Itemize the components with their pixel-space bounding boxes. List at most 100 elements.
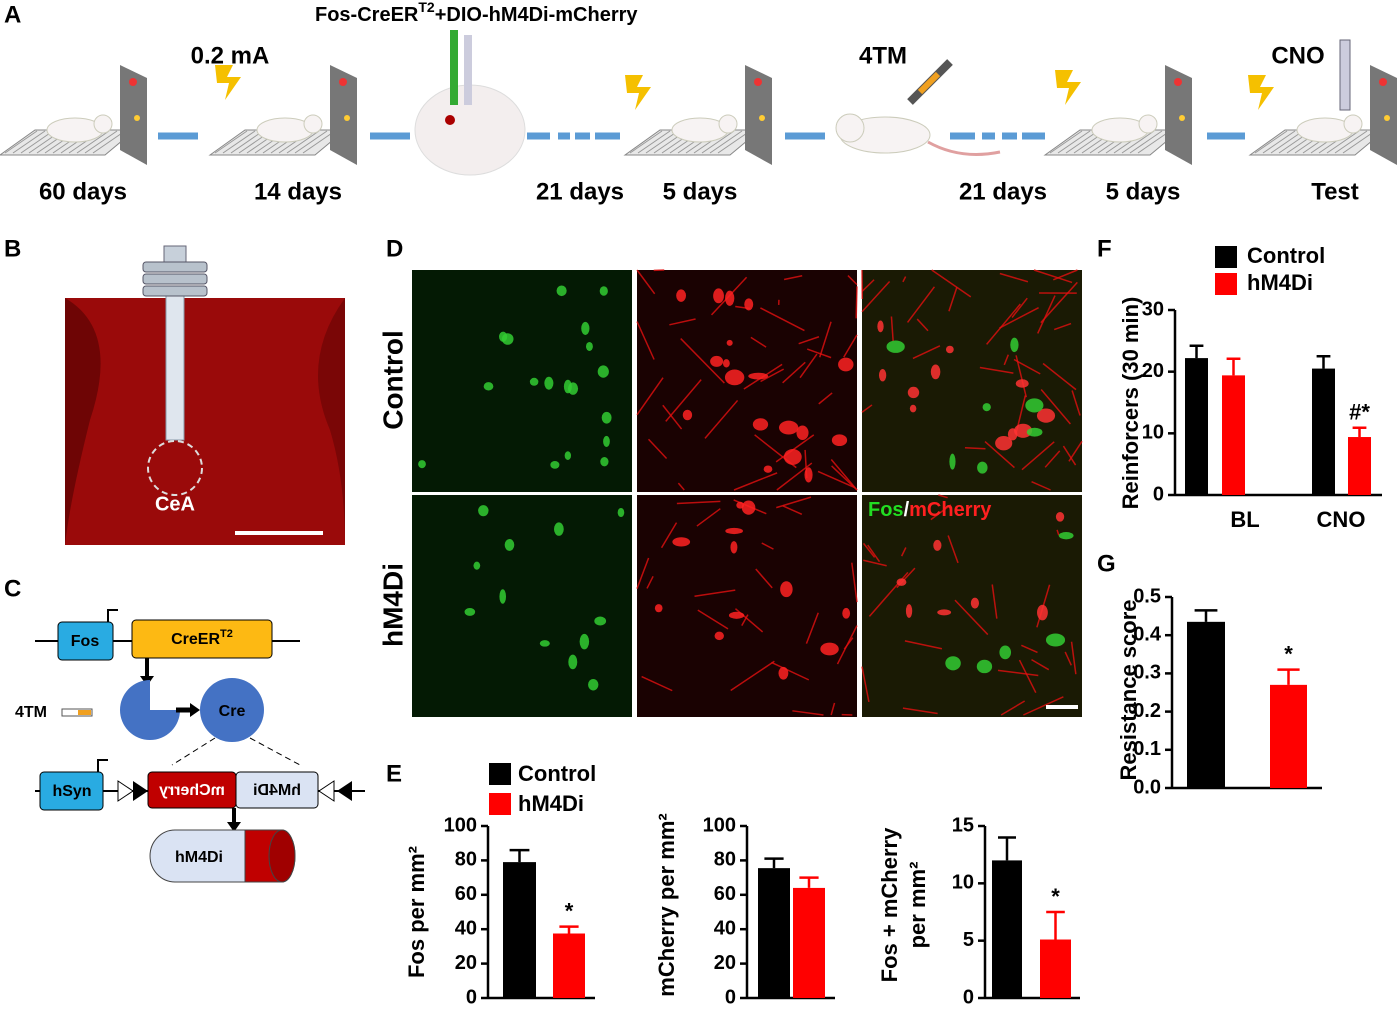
y-tick-label: 0.1	[1133, 738, 1161, 760]
timeline-label: 5 days	[663, 178, 738, 205]
neurite	[704, 399, 739, 439]
neurite	[1023, 696, 1064, 716]
cell	[599, 286, 608, 296]
cell	[886, 340, 905, 353]
cell	[1015, 379, 1029, 388]
overlay-part: Fos	[868, 499, 904, 521]
lightning	[625, 75, 651, 110]
mouse-head	[835, 113, 865, 143]
y-tick-label: 20	[714, 952, 736, 974]
promoter-box	[57, 621, 114, 661]
cell	[594, 616, 607, 626]
cell	[499, 589, 507, 604]
mouse-head	[93, 114, 113, 134]
grid-bar	[4, 130, 38, 154]
grid-bar	[645, 130, 679, 154]
chamber-wall	[120, 65, 147, 165]
neurite	[851, 562, 858, 603]
cell	[842, 607, 851, 619]
cell	[710, 355, 724, 367]
grid-bar	[76, 130, 110, 154]
neurite	[741, 614, 749, 627]
neurite	[900, 547, 907, 557]
y-tick-label: 0.3	[1133, 662, 1161, 684]
y-tick-label: 20	[1142, 360, 1164, 382]
cell	[778, 666, 789, 680]
neurite	[902, 707, 938, 715]
lever-light	[754, 78, 762, 86]
neurite	[902, 276, 907, 283]
cell	[418, 460, 426, 469]
neurite	[999, 272, 1029, 283]
construct-sup: T2	[418, 0, 435, 15]
y-tick-label: 0.4	[1133, 623, 1162, 645]
grid-bar	[1049, 130, 1083, 154]
mouse-head	[1138, 114, 1158, 134]
significance-label: #*	[1349, 400, 1370, 425]
cell	[1055, 511, 1065, 522]
tss-arrow	[97, 759, 108, 772]
cell	[945, 656, 961, 671]
neurite	[783, 274, 803, 281]
cell	[728, 611, 745, 619]
significance-label: *	[565, 898, 574, 923]
cell	[995, 436, 1013, 451]
cannula-disk	[142, 285, 208, 297]
panel-label: B	[4, 235, 21, 262]
cannula-disk	[142, 261, 208, 273]
panel-label: D	[386, 235, 403, 262]
error-bar	[509, 848, 530, 863]
cell	[672, 537, 691, 547]
grid-bar	[1254, 130, 1288, 154]
neurite	[1021, 644, 1038, 654]
neurite	[1071, 390, 1081, 416]
cell	[783, 448, 802, 465]
neurite	[947, 535, 959, 564]
neurite	[1053, 322, 1072, 331]
row-label: Control	[377, 330, 408, 430]
mouse-head	[718, 114, 738, 134]
gene-box	[235, 771, 319, 809]
region-outline	[147, 440, 203, 496]
error-bar	[559, 925, 579, 934]
lox-site	[133, 781, 148, 801]
neurite	[755, 568, 773, 589]
y-tick-label: 0	[963, 986, 974, 1008]
lever-light	[344, 115, 350, 121]
cell	[780, 581, 793, 598]
construct-part: +DIO-hM4Di-mCherry	[435, 4, 639, 26]
syringe-fluid	[78, 710, 91, 715]
cell	[748, 372, 769, 380]
error-bar	[1277, 668, 1300, 685]
neurite	[636, 321, 655, 360]
chamber-wall	[745, 65, 772, 165]
cell	[464, 607, 476, 616]
neurite	[1031, 480, 1051, 491]
neurite	[806, 348, 832, 359]
error-bar	[764, 857, 784, 869]
arrow-head	[190, 703, 200, 717]
grid-bar	[230, 130, 264, 154]
neurite	[938, 494, 948, 499]
neurite	[636, 377, 664, 416]
neurite	[696, 508, 721, 527]
cell	[473, 561, 481, 570]
neurite	[680, 338, 725, 384]
mouse-eye	[445, 115, 455, 125]
gene-sup: T2	[220, 628, 233, 640]
cell	[796, 425, 809, 441]
neurite	[862, 542, 876, 558]
construct-part: Fos-CreER	[315, 4, 419, 26]
y-tick-label: 0	[725, 986, 736, 1008]
active-cre	[200, 678, 264, 742]
cell	[752, 418, 769, 431]
cell	[1058, 532, 1074, 540]
cell	[933, 539, 942, 551]
region-label: CeA	[155, 493, 195, 515]
bar	[1270, 684, 1307, 788]
bar	[1348, 437, 1371, 495]
cell	[909, 404, 917, 413]
legend-swatch	[1215, 246, 1237, 268]
y-tick-label: 0.2	[1133, 700, 1161, 722]
